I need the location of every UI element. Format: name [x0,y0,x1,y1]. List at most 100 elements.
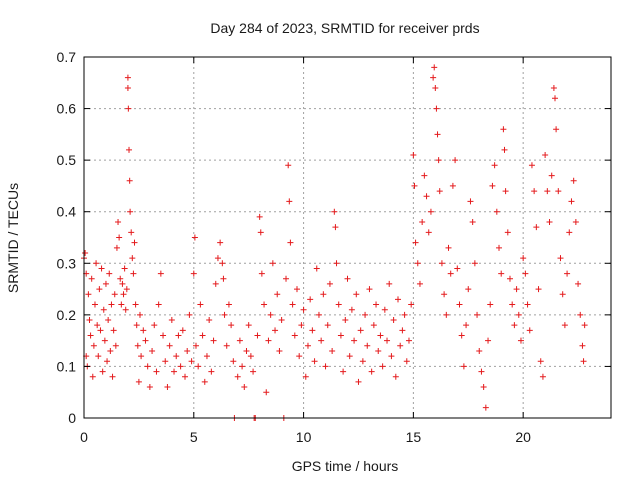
data-point [434,131,441,138]
y-tick-label: 0.5 [57,152,77,168]
data-point [381,306,388,313]
data-point [120,291,127,298]
tick-layer: 0 0.1 0.2 0.3 0.4 0.5 0.6 0.7 0 5 10 15 20 [57,49,611,445]
data-point [557,255,564,262]
data-point [132,301,139,308]
data-point [153,368,160,375]
data-point [322,363,329,370]
data-point [107,347,114,354]
data-point [199,332,206,339]
data-point [487,301,494,308]
data-point [296,353,303,360]
data-point [100,306,107,313]
data-point [182,373,189,380]
data-point [552,95,559,102]
data-point [500,126,507,133]
data-point [366,286,373,293]
data-point [234,373,241,380]
data-point [463,322,470,329]
data-points [81,64,588,421]
data-point [304,342,311,349]
data-point [353,291,360,298]
x-tick-label: 5 [190,429,198,445]
data-point [136,311,143,318]
data-point [274,291,281,298]
data-point [285,162,292,169]
data-point [177,363,184,370]
data-point [546,219,553,226]
data-point [88,275,95,282]
x-tick-label: 20 [515,429,531,445]
data-point [531,188,538,195]
data-point [572,219,579,226]
data-point [221,311,228,318]
data-point [122,306,129,313]
data-point [403,358,410,365]
data-point [342,317,349,324]
data-point [127,208,134,215]
data-point [561,322,568,329]
data-point [230,358,237,365]
data-point [478,368,485,375]
data-point [220,275,227,282]
data-point [474,311,481,318]
data-point [533,224,540,231]
data-point [171,368,178,375]
data-point [390,317,397,324]
data-point [331,208,338,215]
data-point [517,337,524,344]
data-point [467,198,474,205]
data-point [192,342,199,349]
data-point [138,353,145,360]
data-point [559,291,566,298]
data-point [452,157,459,164]
data-point [485,337,492,344]
data-point [397,342,404,349]
data-point [217,239,224,246]
data-point [105,317,112,324]
data-point [579,342,586,349]
data-point [190,270,197,277]
data-point [111,291,118,298]
data-point [195,363,202,370]
data-point [386,280,393,287]
data-point [522,270,529,277]
data-point [261,301,268,308]
data-point [124,84,131,91]
data-point [324,322,331,329]
data-point [344,275,351,282]
data-point [173,353,180,360]
y-tick-label: 0.3 [57,255,77,271]
data-point [471,260,478,267]
data-point [121,265,128,272]
data-point [86,317,93,324]
data-point [236,337,243,344]
data-point [364,342,371,349]
data-point [241,384,248,391]
x-tick-label: 10 [296,429,312,445]
data-point [419,219,426,226]
data-point [544,188,551,195]
data-point [85,291,92,298]
x-axis-label: GPS time / hours [292,458,399,474]
data-point [245,322,252,329]
data-point [401,311,408,318]
data-point [388,353,395,360]
data-point [208,368,215,375]
data-point [131,239,138,246]
data-point [151,322,158,329]
data-point [94,322,101,329]
data-point [370,322,377,329]
data-point [449,182,456,189]
data-point [359,358,366,365]
data-point [425,229,432,236]
data-point [96,286,103,293]
data-point [272,327,279,334]
data-point [416,280,423,287]
data-point [287,239,294,246]
data-point [269,260,276,267]
data-point [384,337,391,344]
data-point [309,327,316,334]
y-tick-label: 0.7 [57,49,77,65]
data-point [212,280,219,287]
